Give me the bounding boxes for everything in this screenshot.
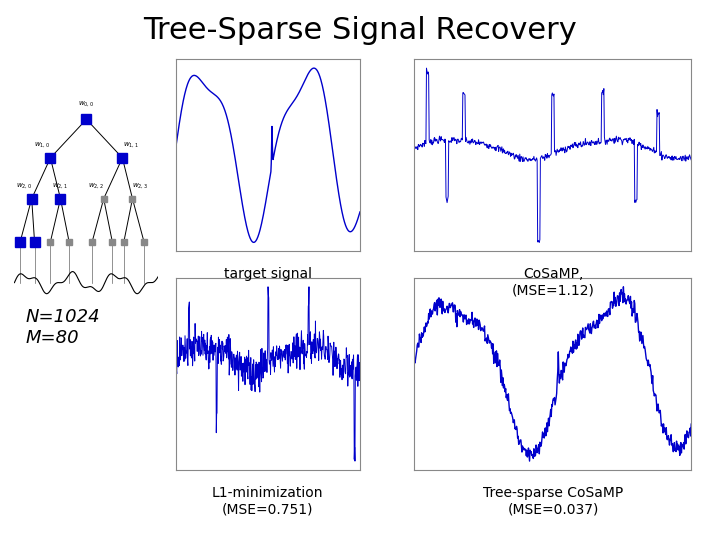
Text: $w_{1,1}$: $w_{1,1}$ xyxy=(123,140,139,149)
Text: $w_{1,0}$: $w_{1,0}$ xyxy=(34,140,50,149)
Text: $w_{2,3}$: $w_{2,3}$ xyxy=(132,181,148,190)
Text: N=1024
M=80: N=1024 M=80 xyxy=(25,308,100,347)
Text: CoSaMP,
(MSE=1.12): CoSaMP, (MSE=1.12) xyxy=(511,267,595,298)
Text: L1-minimization
(MSE=0.751): L1-minimization (MSE=0.751) xyxy=(212,486,323,516)
Text: $w_{2,2}$: $w_{2,2}$ xyxy=(89,181,104,190)
Text: $w_{2,0}$: $w_{2,0}$ xyxy=(17,181,32,190)
Text: Tree-sparse CoSaMP
(MSE=0.037): Tree-sparse CoSaMP (MSE=0.037) xyxy=(483,486,623,516)
Text: $w_{2,1}$: $w_{2,1}$ xyxy=(53,181,68,190)
Text: Tree-Sparse Signal Recovery: Tree-Sparse Signal Recovery xyxy=(143,16,577,45)
Text: $w_{0,0}$: $w_{0,0}$ xyxy=(78,99,94,108)
Text: target signal: target signal xyxy=(224,267,312,281)
